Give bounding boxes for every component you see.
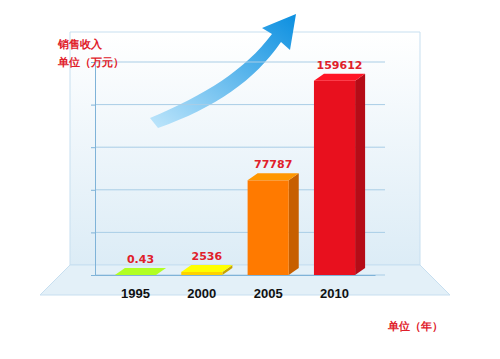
- data-label: 159612: [317, 59, 363, 72]
- bars: [115, 74, 365, 275]
- x-tick: 1995: [121, 275, 150, 301]
- x-tick: 2005: [254, 275, 283, 301]
- data-labels: 0.43 2536 77787 159612: [127, 59, 363, 266]
- bar-side: [355, 74, 365, 275]
- y-axis-title: 单位（万元）: [57, 56, 124, 69]
- x-tick-label: 2005: [254, 286, 283, 301]
- title: 销售收入: [57, 38, 103, 51]
- y-tick-mark: [91, 105, 95, 106]
- y-axis-line: [91, 63, 96, 276]
- bar-group: [248, 173, 299, 275]
- bar-group: [314, 74, 365, 275]
- x-axis: 1995 2000 2005 2010: [96, 275, 376, 301]
- data-label: 2536: [192, 250, 223, 263]
- floor: [40, 265, 450, 295]
- y-tick: [91, 275, 95, 276]
- y-axis: [91, 63, 96, 276]
- y-tick: [91, 232, 95, 233]
- bar-group: [181, 265, 232, 275]
- bar: [181, 272, 222, 275]
- y-tick-mark: [91, 190, 95, 191]
- x-axis-title: 单位（年）: [387, 320, 443, 333]
- y-tick: [91, 147, 95, 148]
- x-tick: 2010: [320, 275, 349, 301]
- y-tick: [91, 105, 95, 106]
- grid: [95, 62, 385, 275]
- bar-top: [248, 173, 299, 180]
- bar: [248, 180, 289, 275]
- x-tick-label: 2000: [187, 286, 216, 301]
- y-tick-mark: [91, 147, 95, 148]
- y-tick-mark: [91, 232, 95, 233]
- trend-arrow: [150, 14, 296, 128]
- data-label: 0.43: [127, 253, 154, 266]
- y-tick-mark: [91, 275, 95, 276]
- bar: [314, 81, 355, 275]
- x-axis-line: [96, 275, 376, 276]
- bar-side: [289, 173, 299, 275]
- bar-group: [115, 268, 166, 275]
- bar-top: [115, 268, 166, 275]
- y-tick: [91, 190, 95, 191]
- x-tick-label: 2010: [320, 286, 349, 301]
- bar-top: [181, 265, 232, 272]
- bar-top: [314, 74, 365, 81]
- x-tick-label: 1995: [121, 286, 150, 301]
- data-label: 77787: [254, 158, 292, 171]
- chart: 0.43 2536 77787 159612 1995 2000 2005 2010 销售收入单…: [0, 0, 500, 359]
- x-tick: 2000: [187, 275, 216, 301]
